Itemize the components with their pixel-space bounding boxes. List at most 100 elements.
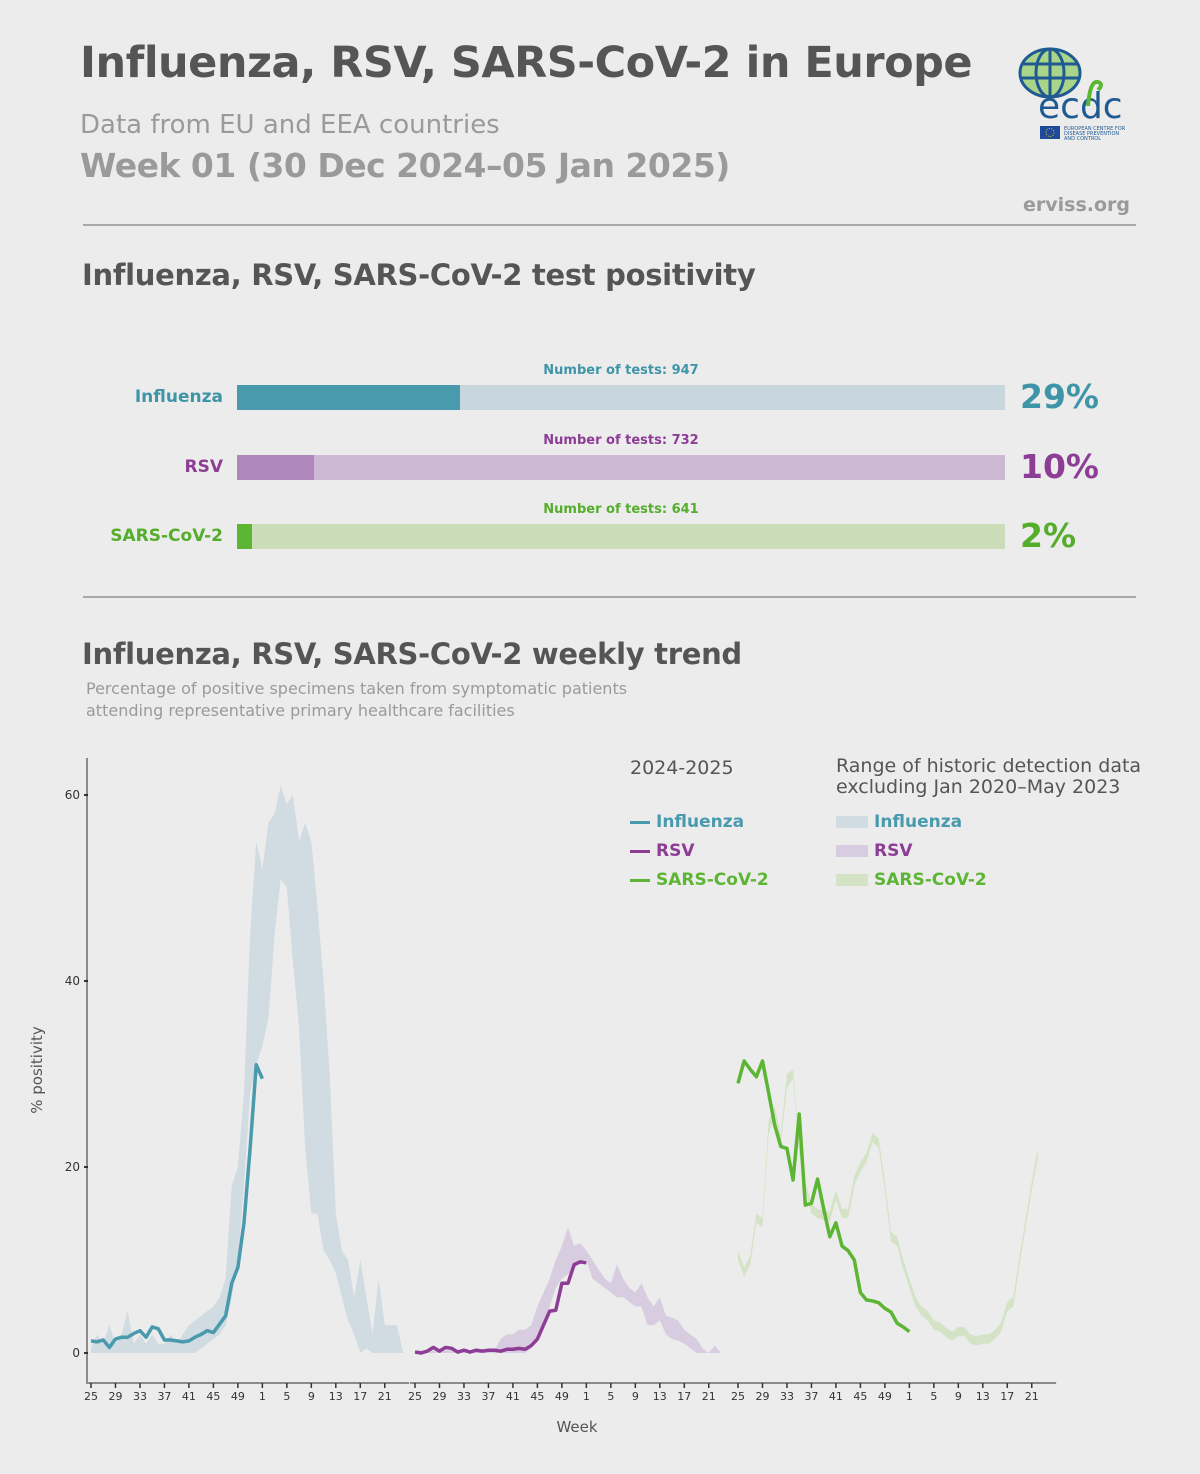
trend-chart: 0 20 40 60 % positivity Week 25 29 33 37 41 45 49 1 5 9… xyxy=(28,758,1057,1436)
x-tick-label: 37 xyxy=(481,1390,495,1403)
legend-box-swatch xyxy=(836,874,868,886)
historic-range-influenza xyxy=(91,785,404,1353)
percent-value: 29% xyxy=(1020,377,1099,416)
legend-historic-title: Range of historic detection data excludi… xyxy=(836,756,1141,798)
svg-text:DISEASE PREVENTION: DISEASE PREVENTION xyxy=(1064,131,1119,137)
x-tick-label: 37 xyxy=(804,1390,818,1403)
current-season-line-rsv xyxy=(414,1260,587,1355)
legend-line-swatch xyxy=(630,878,650,882)
y-tick-label: 40 xyxy=(65,974,80,988)
percent-value: 2% xyxy=(1020,516,1077,555)
x-tick-label: 21 xyxy=(702,1390,716,1403)
bar-label: Influenza xyxy=(134,387,223,407)
positivity-bar xyxy=(237,385,1005,410)
positivity-title: Influenza, RSV, SARS-CoV-2 test positivi… xyxy=(82,258,756,292)
x-tick-label: 9 xyxy=(955,1390,962,1403)
tests-count: Number of tests: 947 xyxy=(543,363,699,378)
legend-label: Influenza xyxy=(874,812,963,832)
current-season-line-sars-cov-2 xyxy=(736,1059,911,1334)
y-tick-label: 0 xyxy=(72,1346,80,1360)
x-tick-label: 45 xyxy=(530,1390,544,1403)
page-subtitle: Data from EU and EEA countries xyxy=(80,110,500,140)
legend-line-swatch xyxy=(630,820,650,824)
x-tick-label: 1 xyxy=(583,1390,590,1403)
legend-label: Influenza xyxy=(656,812,745,832)
positivity-bar-fill xyxy=(237,385,460,410)
legend-label: SARS-CoV-2 xyxy=(656,870,769,890)
tests-count: Number of tests: 641 xyxy=(543,502,699,517)
current-season-line-influenza xyxy=(90,1062,264,1350)
legend-historic-title-line: Range of historic detection data xyxy=(836,755,1142,777)
y-axis-label: % positivity xyxy=(28,1026,46,1114)
x-tick-label: 13 xyxy=(653,1390,667,1403)
positivity-bar-fill xyxy=(237,524,253,549)
positivity-bar xyxy=(237,524,1005,549)
x-tick-label: 1 xyxy=(259,1390,266,1403)
bar-label: SARS-CoV-2 xyxy=(110,526,223,546)
site-link[interactable]: erviss.org xyxy=(1022,194,1130,216)
x-tick-label: 13 xyxy=(329,1390,343,1403)
x-tick-label: 29 xyxy=(755,1390,769,1403)
x-tick-label: 49 xyxy=(878,1390,892,1403)
svg-text:EUROPEAN CENTRE FOR: EUROPEAN CENTRE FOR xyxy=(1064,126,1126,132)
x-tick-label: 45 xyxy=(853,1390,867,1403)
divider xyxy=(83,596,1136,598)
historic-range-rsv xyxy=(415,1227,728,1353)
x-tick-label: 9 xyxy=(632,1390,639,1403)
legend-historic-item: SARS-CoV-2 xyxy=(836,870,987,890)
historic-range-sars-cov-2 xyxy=(738,1069,1038,1346)
x-tick-label: 49 xyxy=(555,1390,569,1403)
x-tick-label: 33 xyxy=(133,1390,147,1403)
legend-current-title: 2024-2025 xyxy=(630,757,734,779)
positivity-bar-fill xyxy=(237,455,314,480)
x-tick-label: 21 xyxy=(378,1390,392,1403)
x-tick-label: 17 xyxy=(353,1390,367,1403)
logo-text: ecdc xyxy=(1038,86,1123,127)
legend-line-swatch xyxy=(630,849,650,853)
legend-current-item: Influenza xyxy=(630,812,744,832)
trend-subtitle-line: Percentage of positive specimens taken f… xyxy=(86,679,628,698)
x-tick-label: 17 xyxy=(1000,1390,1014,1403)
x-tick-label: 21 xyxy=(1025,1390,1039,1403)
x-tick-label: 13 xyxy=(976,1390,990,1403)
tests-count: Number of tests: 732 xyxy=(543,433,699,448)
x-tick-label: 37 xyxy=(157,1390,171,1403)
x-tick-label: 25 xyxy=(84,1390,98,1403)
legend-box-swatch xyxy=(836,816,868,828)
positivity-bar xyxy=(237,455,1005,480)
x-axis-label: Week xyxy=(556,1418,597,1436)
page-title: Influenza, RSV, SARS-CoV-2 in Europe xyxy=(80,38,973,88)
ecdc-logo: ecdc EUROPEAN CENTRE FOR DISEASE PREVENT… xyxy=(1018,46,1130,144)
x-tick-label: 29 xyxy=(108,1390,122,1403)
trend-subtitle-line: attending representative primary healthc… xyxy=(86,701,515,720)
x-tick-label: 45 xyxy=(206,1390,220,1403)
x-tick-label: 9 xyxy=(308,1390,315,1403)
x-tick-label: 33 xyxy=(780,1390,794,1403)
x-tick-label: 25 xyxy=(408,1390,422,1403)
x-tick-label: 41 xyxy=(506,1390,520,1403)
legend-historic-item: Influenza xyxy=(836,812,962,832)
legend-historic-title-line: excluding Jan 2020–May 2023 xyxy=(836,776,1121,798)
legend-historic-item: RSV xyxy=(836,841,913,861)
x-tick-label: 1 xyxy=(906,1390,913,1403)
y-tick-label: 60 xyxy=(65,788,80,802)
x-tick-label: 5 xyxy=(283,1390,290,1403)
legend-label: RSV xyxy=(656,841,695,861)
x-tick-label: 25 xyxy=(731,1390,745,1403)
legend-label: RSV xyxy=(874,841,913,861)
legend-current-item: SARS-CoV-2 xyxy=(630,870,769,890)
legend-current-item: RSV xyxy=(630,841,695,861)
x-tick-label: 5 xyxy=(607,1390,614,1403)
x-tick-label: 29 xyxy=(432,1390,446,1403)
x-tick-label: 5 xyxy=(930,1390,937,1403)
percent-value: 10% xyxy=(1020,447,1099,486)
legend-box-swatch xyxy=(836,845,868,857)
x-tick-label: 17 xyxy=(677,1390,691,1403)
bar-label: RSV xyxy=(184,457,224,477)
x-tick-label: 41 xyxy=(829,1390,843,1403)
trend-title: Influenza, RSV, SARS-CoV-2 weekly trend xyxy=(82,637,742,671)
x-tick-label: 49 xyxy=(231,1390,245,1403)
divider xyxy=(83,224,1136,226)
legend-label: SARS-CoV-2 xyxy=(874,870,987,890)
x-tick-label: 33 xyxy=(457,1390,471,1403)
